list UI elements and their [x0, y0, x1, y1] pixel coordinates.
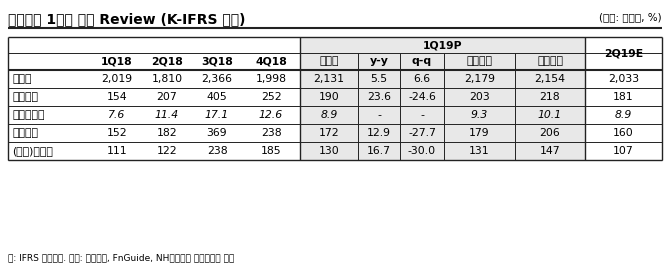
Text: 185: 185 — [261, 146, 281, 156]
Text: 16.7: 16.7 — [367, 146, 391, 156]
Text: 122: 122 — [157, 146, 178, 156]
Text: 238: 238 — [261, 128, 281, 138]
Text: 2,179: 2,179 — [464, 74, 495, 84]
Text: 컨센서스: 컨센서스 — [537, 56, 563, 66]
Text: 206: 206 — [539, 128, 560, 138]
Text: 영업이익: 영업이익 — [12, 92, 38, 102]
Text: 주: IFRS 연결기준. 자료: 삼성전기, FnGuide, NH투자증권 리서치본부 전망: 주: IFRS 연결기준. 자료: 삼성전기, FnGuide, NH투자증권 … — [8, 253, 234, 262]
Text: 매출액: 매출액 — [12, 74, 31, 84]
Text: 삼성전기 1분기 실적 Review (K-IFRS 연결): 삼성전기 1분기 실적 Review (K-IFRS 연결) — [8, 12, 245, 26]
Text: 2Q19E: 2Q19E — [604, 49, 643, 59]
Text: 7.6: 7.6 — [109, 110, 126, 120]
Text: 2,019: 2,019 — [101, 74, 133, 84]
Text: 107: 107 — [613, 146, 634, 156]
Text: 12.6: 12.6 — [259, 110, 283, 120]
Text: 당사추정: 당사추정 — [466, 56, 492, 66]
Text: 207: 207 — [157, 92, 178, 102]
Text: 238: 238 — [206, 146, 227, 156]
Text: 1,810: 1,810 — [151, 74, 182, 84]
Text: 2,131: 2,131 — [314, 74, 344, 84]
Text: 190: 190 — [319, 92, 340, 102]
Text: 발표치: 발표치 — [319, 56, 339, 66]
Text: 영업이익률: 영업이익률 — [12, 110, 44, 120]
Text: 5.5: 5.5 — [371, 74, 387, 84]
Text: 8.9: 8.9 — [615, 110, 632, 120]
Text: 172: 172 — [319, 128, 339, 138]
Text: 12.9: 12.9 — [367, 128, 391, 138]
Text: 369: 369 — [206, 128, 227, 138]
Text: 2,366: 2,366 — [202, 74, 232, 84]
Text: 6.6: 6.6 — [413, 74, 431, 84]
Text: 세전이익: 세전이익 — [12, 128, 38, 138]
Text: 160: 160 — [613, 128, 634, 138]
Text: 179: 179 — [469, 128, 490, 138]
Text: y-y: y-y — [370, 56, 389, 66]
Text: 1,998: 1,998 — [255, 74, 287, 84]
Text: -27.7: -27.7 — [408, 128, 436, 138]
Text: -30.0: -30.0 — [408, 146, 436, 156]
Text: -24.6: -24.6 — [408, 92, 436, 102]
Text: 23.6: 23.6 — [367, 92, 391, 102]
Text: 147: 147 — [540, 146, 560, 156]
Text: 203: 203 — [469, 92, 490, 102]
Text: 154: 154 — [107, 92, 127, 102]
Text: 2,154: 2,154 — [535, 74, 565, 84]
Text: (지배)순이익: (지배)순이익 — [12, 146, 53, 156]
Text: 2,033: 2,033 — [608, 74, 639, 84]
Text: 4Q18: 4Q18 — [255, 56, 287, 66]
Text: 3Q18: 3Q18 — [201, 56, 233, 66]
Text: 218: 218 — [540, 92, 560, 102]
Text: 252: 252 — [261, 92, 281, 102]
Text: q-q: q-q — [412, 56, 432, 66]
Text: 111: 111 — [107, 146, 127, 156]
Text: 2Q18: 2Q18 — [151, 56, 183, 66]
Text: -: - — [377, 110, 381, 120]
Text: 1Q18: 1Q18 — [101, 56, 133, 66]
Text: 9.3: 9.3 — [471, 110, 488, 120]
Text: -: - — [420, 110, 424, 120]
Text: 1Q19P: 1Q19P — [423, 40, 462, 50]
Text: 152: 152 — [107, 128, 127, 138]
Text: 17.1: 17.1 — [205, 110, 229, 120]
Text: 11.4: 11.4 — [155, 110, 179, 120]
Text: 10.1: 10.1 — [538, 110, 562, 120]
Text: (단위: 십억원, %): (단위: 십억원, %) — [600, 12, 662, 22]
Text: 182: 182 — [157, 128, 178, 138]
Bar — [300, 37, 585, 160]
Text: 181: 181 — [613, 92, 634, 102]
Text: 405: 405 — [206, 92, 227, 102]
Text: 130: 130 — [319, 146, 340, 156]
Text: 8.9: 8.9 — [320, 110, 338, 120]
Text: 131: 131 — [469, 146, 490, 156]
